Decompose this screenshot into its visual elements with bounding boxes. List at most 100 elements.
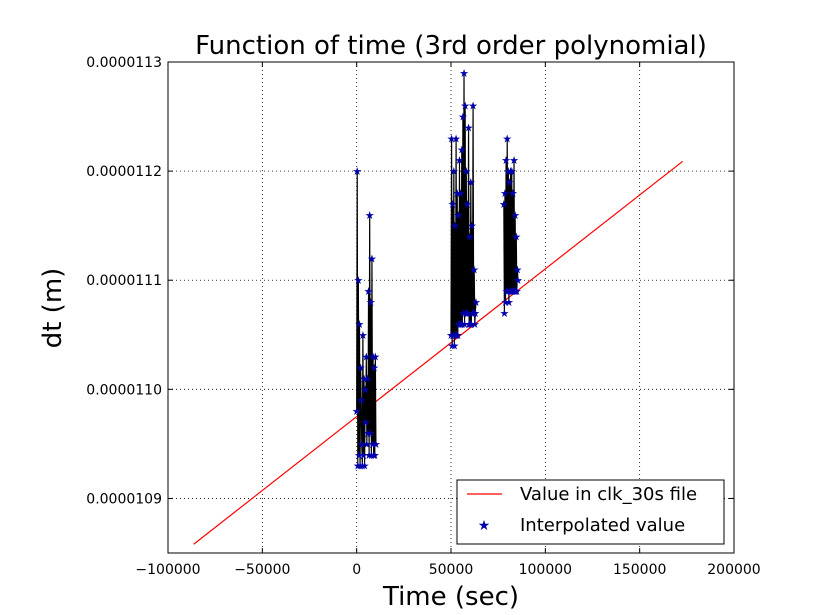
scatter-point: ★ <box>358 329 368 342</box>
scatter-point: ★ <box>461 307 471 320</box>
scatter-point: ★ <box>512 263 522 276</box>
scatter-point: ★ <box>461 165 471 178</box>
scatter-point: ★ <box>466 318 476 331</box>
scatter-point: ★ <box>462 307 472 320</box>
scatter-point: ★ <box>355 460 365 473</box>
scatter-point: ★ <box>354 449 364 462</box>
scatter-point: ★ <box>457 143 467 156</box>
scatter-point: ★ <box>369 449 379 462</box>
scatter-point: ★ <box>353 274 363 287</box>
scatter-point: ★ <box>368 438 378 451</box>
scatter-point: ★ <box>505 176 515 189</box>
x-tick-label: −100000 <box>135 562 200 578</box>
scatter-point: ★ <box>465 318 475 331</box>
scatter-point: ★ <box>502 285 512 298</box>
plot-area: ★★★★★★★★★★★★★★★★★★★★★★★★★★★★★★★★★★★★★★★★… <box>193 67 684 545</box>
scatter-point: ★ <box>468 307 478 320</box>
scatter-point: ★ <box>508 187 518 200</box>
scatter-point: ★ <box>353 460 363 473</box>
scatter-point: ★ <box>361 351 371 364</box>
scatter-point: ★ <box>468 100 478 113</box>
legend-box <box>456 479 725 545</box>
x-tick-label: 150000 <box>613 562 666 578</box>
scatter-point: ★ <box>512 285 522 298</box>
scatter-point: ★ <box>453 209 463 222</box>
scatter-point: ★ <box>356 362 366 375</box>
scatter-point: ★ <box>459 307 469 320</box>
scatter-point: ★ <box>501 296 511 309</box>
scatter-point: ★ <box>366 449 376 462</box>
scatter-point: ★ <box>505 285 515 298</box>
scatter-point: ★ <box>357 460 367 473</box>
scatter-point: ★ <box>364 449 374 462</box>
x-axis: −100000 −50000 0 50000 100000 150000 200000 <box>135 62 761 578</box>
scatter-point: ★ <box>510 209 520 222</box>
scatter-point: ★ <box>451 132 461 145</box>
scatter-point: ★ <box>506 285 516 298</box>
scatter-point: ★ <box>460 100 470 113</box>
scatter-point: ★ <box>365 427 375 440</box>
scatter-point: ★ <box>469 263 479 276</box>
scatter-point: ★ <box>447 340 457 353</box>
scatter-point: ★ <box>499 198 509 211</box>
scatter-point: ★ <box>360 460 370 473</box>
scatter-point: ★ <box>449 165 459 178</box>
scatter-point: ★ <box>507 285 517 298</box>
legend: Value in clk_30s file ★ Interpolated val… <box>456 479 725 545</box>
scatter-point: ★ <box>457 318 467 331</box>
scatter-point: ★ <box>448 329 458 342</box>
series-trace-interpolated <box>503 138 519 313</box>
scatter-point: ★ <box>502 132 512 145</box>
scatter-point: ★ <box>509 285 519 298</box>
legend-label-interpolated: Interpolated value <box>520 515 685 536</box>
scatter-point: ★ <box>370 351 380 364</box>
scatter-point: ★ <box>452 187 462 200</box>
scatter-point: ★ <box>455 318 465 331</box>
scatter-point: ★ <box>469 307 479 320</box>
y-tick-label: 0.0000113 <box>86 55 162 71</box>
scatter-point: ★ <box>509 154 519 167</box>
scatter-point: ★ <box>504 296 514 309</box>
scatter-point: ★ <box>465 231 475 244</box>
scatter-point: ★ <box>360 383 370 396</box>
scatter-point: ★ <box>455 154 465 167</box>
scatter-point: ★ <box>449 340 459 353</box>
scatter-point: ★ <box>510 285 520 298</box>
scatter-point: ★ <box>464 121 474 134</box>
scatter-point: ★ <box>471 296 481 309</box>
x-tick-label: 100000 <box>519 562 572 578</box>
scatter-point: ★ <box>507 165 517 178</box>
scatter-point: ★ <box>362 372 372 385</box>
scatter-point: ★ <box>357 438 367 451</box>
scatter-point: ★ <box>352 405 362 418</box>
x-tick-label: 0 <box>352 562 361 578</box>
scatter-point: ★ <box>448 198 458 211</box>
y-axis-label: dt (m) <box>38 268 68 349</box>
scatter-point: ★ <box>456 318 466 331</box>
scatter-point: ★ <box>464 318 474 331</box>
y-axis: 0.0000109 0.0000110 0.0000111 0.0000112 0.00… <box>86 55 734 507</box>
scatter-point: ★ <box>370 449 380 462</box>
legend-label-clk-30s: Value in clk_30s file <box>520 484 697 505</box>
scatter-point: ★ <box>355 318 365 331</box>
scatter-point: ★ <box>371 438 381 451</box>
scatter-point: ★ <box>363 427 373 440</box>
scatter-point: ★ <box>499 307 509 320</box>
x-tick-label: 50000 <box>429 562 474 578</box>
scatter-point: ★ <box>511 231 521 244</box>
scatter-point: ★ <box>367 252 377 265</box>
scatter-point: ★ <box>361 416 371 429</box>
x-axis-label: Time (sec) <box>382 582 519 612</box>
scatter-point: ★ <box>454 318 464 331</box>
scatter-point: ★ <box>458 111 468 124</box>
scatter-point: ★ <box>359 449 369 462</box>
scatter-point: ★ <box>503 165 513 178</box>
scatter-point: ★ <box>506 165 516 178</box>
series-trace-interpolated <box>450 72 477 346</box>
scatter-point: ★ <box>511 285 521 298</box>
series-line-clk-30s <box>193 160 684 545</box>
scatter-point: ★ <box>463 307 473 320</box>
scatter-point: ★ <box>451 329 461 342</box>
scatter-point: ★ <box>453 329 463 342</box>
